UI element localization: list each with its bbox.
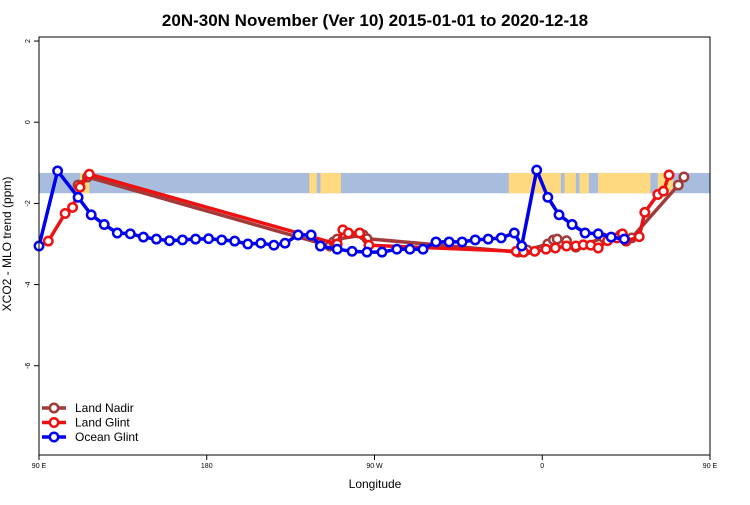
map-band-land [579,172,589,194]
legend-label: Ocean Glint [75,430,139,444]
data-point [42,235,54,247]
data-point [137,231,149,243]
legend-item: Land Glint [42,416,130,430]
data-point [59,208,71,219]
y-tick-label: 0 [25,120,32,124]
data-point [229,235,241,247]
data-point [354,227,366,239]
y-tick-label: -4 [25,281,32,287]
data-point [190,233,202,245]
map-band-land [309,172,317,194]
data-point [391,243,403,255]
axes-layer: 90 E 180 90 W 0 90 E 2 0 -2 -4 -6 [25,36,718,470]
data-point [482,233,494,245]
x-tick-label: 0 [540,463,544,470]
data-point [342,227,354,239]
x-axis-label: Longitude [349,477,402,491]
data-point [633,231,645,243]
map-band-land [564,172,576,194]
data-point [549,242,561,254]
data-point [592,228,604,240]
legend-item: Land Nadir [42,401,134,415]
data-point [279,237,291,249]
data-point [657,185,669,197]
data-point [404,243,416,255]
data-point [83,168,95,180]
data-point [52,165,64,177]
data-point [456,236,468,248]
data-point [255,237,267,249]
data-point [331,243,343,255]
y-axis-label: XCO2 - MLO trend (ppm) [0,177,14,312]
data-point [551,233,563,245]
data-point [540,243,552,255]
data-point [242,238,254,250]
data-point [672,179,684,191]
data-point [74,181,86,193]
data-point [430,236,442,248]
data-point [292,229,304,241]
series-layer [33,164,690,258]
data-point [618,233,630,245]
map-band-land [598,172,651,194]
data-point [579,227,591,239]
data-point [361,246,373,258]
data-point [164,235,175,247]
data-point [177,234,188,246]
chart-title: 20N-30N November (Ver 10) 2015-01-01 to … [162,11,588,30]
data-point [508,227,520,239]
legend-swatch-marker [48,417,60,428]
x-tick-label: 90 W [366,463,383,470]
y-tick-label: -6 [25,363,32,369]
legend-swatch-marker [48,431,60,443]
y-tick-label: -2 [25,200,32,206]
data-point [561,240,572,252]
data-point [531,164,543,176]
data-point [469,234,481,246]
data-point [542,191,554,203]
data-point [216,234,228,246]
legend-swatch-marker [48,402,60,414]
data-point [663,169,675,181]
data-point [203,233,215,245]
data-point [529,245,541,257]
legend-item: Ocean Glint [42,430,139,444]
data-point [314,240,326,252]
data-point [592,242,604,254]
data-point [98,219,110,230]
y-tick-label: 2 [25,39,32,43]
data-point [150,233,162,245]
data-point [305,229,317,241]
data-point [495,232,507,244]
data-point [566,219,578,230]
x-tick-label: 90 E [703,463,718,470]
data-point [443,236,455,248]
data-point [85,209,97,221]
map-band-land [320,172,341,194]
data-point [67,201,79,213]
data-point [72,191,84,203]
x-tick-label: 90 E [32,463,47,470]
data-point [605,231,617,243]
data-point [376,246,388,258]
x-tick-label: 180 [201,463,213,470]
data-point [678,171,690,183]
data-point [111,227,123,239]
data-point [639,206,651,218]
data-point [124,228,136,240]
legend-label: Land Glint [75,416,130,430]
data-point [417,243,429,255]
legend-label: Land Nadir [75,401,134,415]
data-point [346,245,358,257]
data-point [553,209,565,221]
data-point [268,239,280,251]
series-ocean-glint [33,164,630,258]
data-point [516,240,528,252]
